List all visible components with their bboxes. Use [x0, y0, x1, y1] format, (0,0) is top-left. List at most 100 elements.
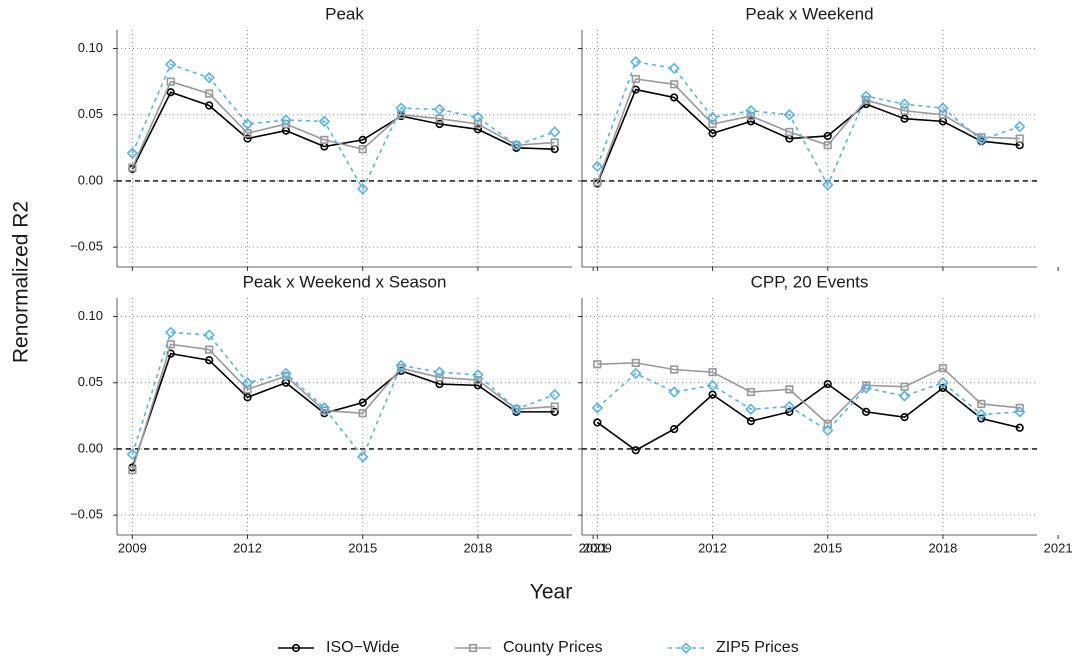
x-tick-label: 2012 — [233, 540, 262, 555]
point — [510, 403, 523, 415]
point — [862, 381, 871, 390]
point — [357, 183, 369, 195]
line — [597, 362, 1020, 425]
point — [205, 89, 214, 98]
panel-title: Peak — [325, 4, 364, 23]
point — [630, 56, 642, 68]
point — [977, 399, 986, 409]
point — [593, 360, 602, 369]
line — [596, 78, 1020, 183]
point — [708, 368, 717, 377]
point — [860, 382, 872, 394]
y-axis-title: Renormalized R2 — [10, 201, 33, 363]
series: ZIP5 Prices — [591, 56, 1026, 191]
point — [472, 369, 484, 381]
point — [433, 103, 446, 116]
point — [358, 145, 367, 154]
point — [900, 413, 909, 422]
point — [670, 80, 679, 89]
point — [166, 88, 175, 97]
point — [745, 403, 757, 415]
x-tick-label: 2021 — [579, 540, 608, 555]
point — [706, 379, 719, 392]
line — [596, 88, 1020, 184]
y-tick-label: 0.00 — [78, 172, 103, 187]
point — [670, 365, 679, 374]
point — [395, 359, 407, 372]
point — [472, 111, 484, 124]
point — [708, 390, 717, 399]
y-tick-label: −0.05 — [70, 239, 103, 254]
point — [358, 135, 367, 144]
point — [822, 424, 834, 437]
point — [358, 398, 367, 407]
point — [1013, 120, 1026, 133]
point — [550, 402, 559, 411]
point — [668, 62, 680, 75]
x-tick-label: 2012 — [698, 540, 727, 555]
point — [291, 643, 301, 653]
x-tick-label: 2015 — [348, 540, 377, 555]
point — [785, 407, 794, 416]
point — [473, 119, 483, 129]
point — [1013, 406, 1026, 418]
point — [128, 466, 137, 475]
x-tick-label: 2009 — [583, 540, 612, 555]
point — [975, 134, 988, 146]
point — [243, 134, 252, 143]
point — [435, 119, 444, 129]
point — [126, 147, 139, 159]
line — [131, 63, 555, 191]
point — [591, 402, 604, 414]
point — [165, 58, 177, 71]
point — [822, 179, 834, 191]
point — [510, 139, 523, 151]
y-tick-label: 0.10 — [78, 308, 103, 323]
point — [708, 129, 717, 138]
x-tick-label: 2018 — [463, 540, 492, 555]
point — [593, 178, 602, 187]
point — [746, 387, 756, 397]
point — [357, 451, 369, 463]
point — [900, 106, 909, 115]
point — [397, 364, 406, 373]
point — [473, 125, 483, 134]
point — [512, 405, 521, 414]
point — [680, 642, 692, 654]
point — [937, 102, 949, 114]
point — [746, 417, 756, 426]
point — [320, 406, 329, 415]
point — [318, 402, 331, 414]
point — [900, 382, 909, 391]
line — [131, 80, 555, 169]
series: ISO−Wide — [593, 85, 1024, 188]
series: County Prices — [593, 74, 1024, 187]
point — [318, 115, 331, 128]
point — [746, 117, 756, 126]
point — [785, 385, 794, 394]
point — [708, 119, 717, 129]
y-tick-label: 0.10 — [78, 40, 103, 55]
point — [433, 366, 446, 378]
x-axis-title: Year — [530, 581, 572, 604]
y-tick-label: 0.00 — [78, 440, 103, 455]
series: ISO−Wide — [593, 379, 1024, 455]
point — [165, 326, 177, 339]
series: ZIP5 Prices — [126, 326, 561, 463]
point — [898, 98, 911, 110]
point — [205, 345, 214, 354]
point — [243, 393, 252, 402]
point — [593, 418, 602, 427]
point — [243, 129, 252, 138]
line — [596, 372, 1020, 432]
point — [630, 367, 642, 380]
point — [823, 419, 832, 428]
point — [631, 74, 640, 84]
point — [975, 408, 988, 421]
point — [548, 126, 561, 138]
point — [823, 141, 832, 150]
line — [131, 91, 555, 170]
legend-label: ZIP5 Prices — [716, 639, 799, 656]
point — [668, 386, 680, 398]
